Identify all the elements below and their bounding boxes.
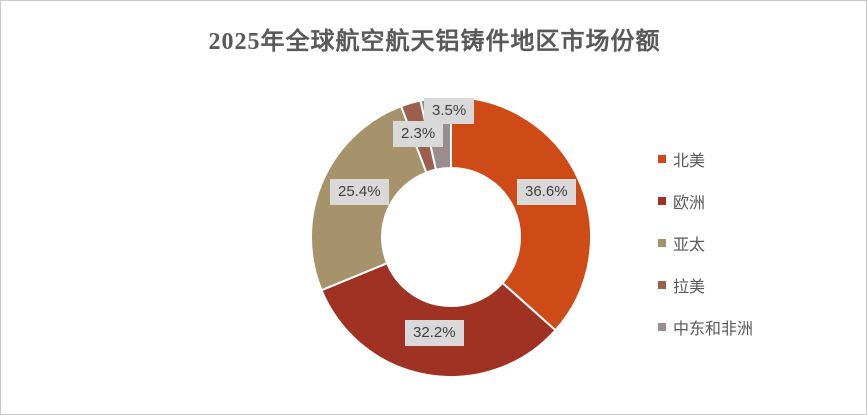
legend-label: 中东和非洲 [673,321,754,338]
data-label-mea: 3.5% [424,98,475,124]
chart-legend: 北美 欧洲 亚太 拉美 中东和非洲 [658,138,753,348]
data-label-latin-america: 2.3% [393,121,444,147]
data-label-europe: 32.2% [405,320,464,346]
data-label-north-america: 36.6% [517,179,576,205]
data-label-asia-pacific: 25.4% [330,179,389,205]
legend-marker [658,239,666,247]
legend-item-north-america: 北美 [658,138,753,180]
legend-label: 拉美 [673,279,706,296]
legend-marker [658,197,666,205]
legend-marker [658,155,666,163]
legend-marker [658,323,666,331]
chart-title: 2025年全球航空航天铝铸件地区市场份额 [208,29,661,55]
legend-marker [658,281,666,289]
pie-slice-0 [450,96,592,332]
legend-label: 亚太 [673,237,706,254]
legend-label: 欧洲 [673,195,706,212]
legend-item-europe: 欧洲 [658,180,753,222]
legend-item-asia-pacific: 亚太 [658,222,753,264]
legend-item-latin-america: 拉美 [658,264,753,306]
legend-label: 北美 [673,153,706,170]
legend-item-mea: 中东和非洲 [658,306,753,348]
